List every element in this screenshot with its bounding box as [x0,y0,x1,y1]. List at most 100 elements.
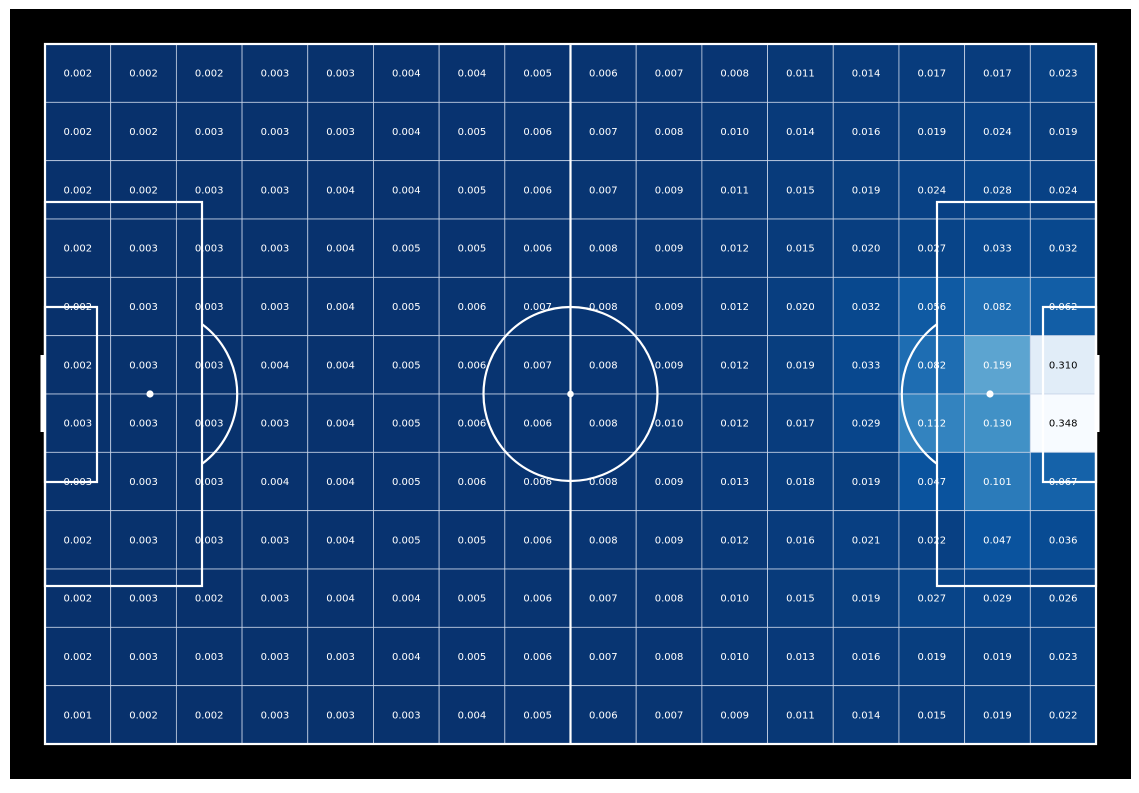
heatmap-value-label: 0.003 [195,244,224,255]
heatmap-value-label: 0.005 [458,127,487,138]
heatmap-value-label: 0.008 [720,69,749,80]
heatmap-cell [1029,160,1097,220]
heatmap-cell [110,335,177,395]
heatmap-value-label: 0.024 [917,185,946,196]
heatmap-value-label: 0.003 [129,652,158,663]
heatmap-value-label: 0.007 [589,652,618,663]
heatmap-value-label: 0.004 [326,360,355,371]
heatmap-cell [438,218,506,278]
heatmap-value-labels: 0.002 0.002 0.002 0.003 0.003 0.004 0.004 0.005… [64,69,1078,722]
heatmap-value-label: 0.003 [261,69,290,80]
heatmap-value-label: 0.002 [195,69,224,80]
heatmap-value-label: 0.004 [458,710,487,721]
heatmap-value-label: 0.007 [655,710,684,721]
heatmap-value-label: 0.003 [392,710,421,721]
heatmap-value-label: 0.003 [129,477,158,488]
heatmap-value-label: 0.015 [786,594,815,605]
heatmap-cell [44,685,112,745]
heatmap-value-label: 0.002 [129,127,158,138]
heatmap-value-label: 0.006 [523,477,552,488]
heatmap-cell [373,626,440,687]
heatmap-value-label: 0.005 [392,244,421,255]
heatmap-cell [832,568,900,628]
heatmap-value-label: 0.004 [326,419,355,430]
heatmap-value-label: 0.006 [523,652,552,663]
heatmap-value-label: 0.003 [129,302,158,313]
heatmap-cell [504,393,571,453]
heatmap-cell [832,335,900,395]
heatmap-value-label: 0.009 [655,535,684,546]
heatmap-cells [44,43,1097,745]
heatmap-value-label: 0.002 [64,244,93,255]
heatmap-value-label: 0.004 [326,244,355,255]
heatmap-cell [898,510,966,570]
heatmap-value-label: 0.130 [983,419,1012,430]
heatmap-value-label: 0.021 [852,535,881,546]
heatmap-value-label: 0.002 [64,185,93,196]
heatmap-value-label: 0.003 [195,535,224,546]
heatmap-value-label: 0.008 [589,302,618,313]
left-penalty-arc [201,323,239,465]
heatmap-cell [44,626,112,687]
heatmap-cell [767,626,834,687]
heatmap-value-label: 0.005 [523,69,552,80]
heatmap-value-label: 0.019 [852,477,881,488]
heatmap-value-label: 0.016 [852,127,881,138]
heatmap-value-label: 0.003 [261,185,290,196]
heatmap-cell [964,218,1031,278]
heatmap-value-label: 0.005 [392,477,421,488]
heatmap-value-label: 0.015 [786,244,815,255]
heatmap-value-label: 0.015 [917,710,946,721]
heatmap-value-label: 0.015 [786,185,815,196]
heatmap-cell [767,335,834,395]
heatmap-value-label: 0.001 [64,710,93,721]
heatmap-cell [175,451,243,512]
heatmap-cell [832,685,900,745]
heatmap-value-label: 0.004 [326,594,355,605]
heatmap-cell [44,101,112,162]
heatmap-value-label: 0.017 [786,419,815,430]
heatmap-value-label: 0.003 [261,244,290,255]
heatmap-value-label: 0.009 [655,302,684,313]
heatmap-value-label: 0.082 [917,360,946,371]
heatmap-cell [504,43,571,103]
heatmap-value-label: 0.013 [786,652,815,663]
heatmap-value-label: 0.005 [458,244,487,255]
heatmap-cell [767,276,834,337]
heatmap-value-label: 0.010 [720,594,749,605]
heatmap-cell [175,101,243,162]
heatmap-cell [635,101,703,162]
heatmap-cell [570,510,637,570]
heatmap-cell [898,160,966,220]
heatmap-value-label: 0.082 [983,302,1012,313]
heatmap-value-label: 0.026 [1049,594,1078,605]
heatmap-value-label: 0.003 [129,594,158,605]
heatmap-value-label: 0.023 [1049,652,1078,663]
heatmap-cell [1029,43,1097,103]
heatmap-cell [635,160,703,220]
heatmap-value-label: 0.007 [523,360,552,371]
heatmap-cell [504,626,571,687]
heatmap-cell [832,43,900,103]
heatmap-cell [44,43,112,103]
heatmap-cell [373,510,440,570]
heatmap-cell [964,568,1031,628]
heatmap-value-label: 0.019 [786,360,815,371]
heatmap-value-label: 0.003 [195,477,224,488]
heatmap-value-label: 0.036 [1049,535,1078,546]
heatmap-value-label: 0.003 [129,360,158,371]
heatmap-value-label: 0.005 [458,535,487,546]
heatmap-cell [701,451,768,512]
heatmap-cell [373,335,440,395]
heatmap-value-label: 0.019 [917,652,946,663]
heatmap-cell [438,451,506,512]
heatmap-value-label: 0.003 [326,710,355,721]
heatmap-value-label: 0.014 [852,710,881,721]
heatmap-value-label: 0.004 [326,535,355,546]
heatmap-value-label: 0.005 [392,360,421,371]
heatmap-value-label: 0.027 [917,594,946,605]
heatmap-cell [832,276,900,337]
heatmap-value-label: 0.047 [917,477,946,488]
heatmap-value-label: 0.002 [129,710,158,721]
